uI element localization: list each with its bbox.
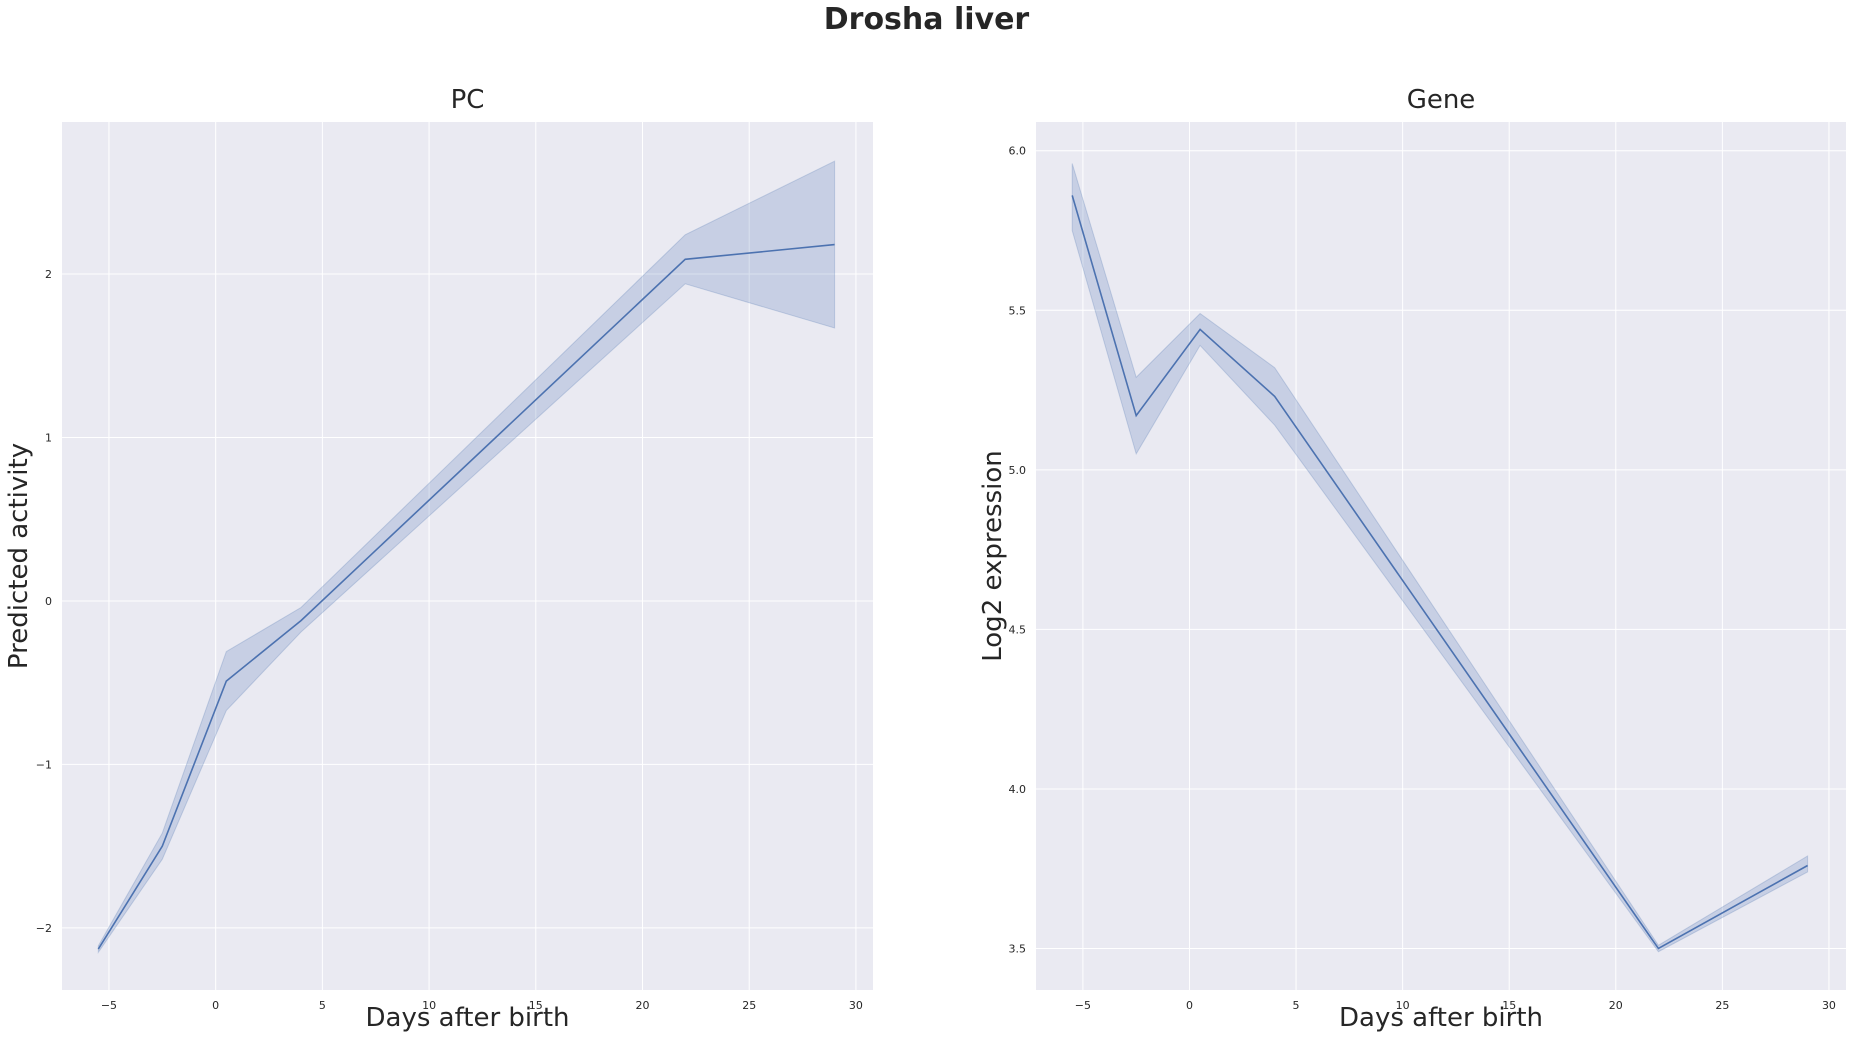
y-tick-label: 5.0 [1009,464,1027,477]
subplot-title: Gene [1407,85,1476,115]
x-tick-label: 10 [1396,999,1410,1012]
y-tick-label: 5.5 [1009,304,1027,317]
x-axis-label: Days after birth [1339,1003,1543,1033]
y-tick-label: 6.0 [1009,145,1027,158]
y-tick-label: 0 [45,595,52,608]
subplot-2: −5 0 5 10 15 20 25 30 3.5 4.0 4.5 5.0 5.5 6.0 Gene Days… [978,85,1846,1033]
y-tick-label: 4.5 [1009,623,1027,636]
x-tick-label: 15 [529,999,543,1012]
x-tick-label: 15 [1502,999,1516,1012]
x-tick-label: 25 [1715,999,1729,1012]
x-tick-label: 5 [319,999,326,1012]
x-tick-label: 30 [1822,999,1836,1012]
x-tick-label: 30 [849,999,863,1012]
y-tick-label: 4.0 [1009,783,1027,796]
subplot-title: PC [451,85,485,115]
y-axis-label: Predicted activity [4,443,34,669]
y-tick-label: 1 [45,431,52,444]
y-tick-label: 2 [45,268,52,281]
y-tick-label: 3.5 [1009,943,1027,956]
x-tick-label: 10 [422,999,436,1012]
plot-area [62,122,873,990]
subplot-1: −5 0 5 10 15 20 25 30 −2 −1 0 1 2 PC Days after birth P… [4,85,873,1033]
x-tick-label: 25 [742,999,756,1012]
figure-suptitle: Drosha liver [823,2,1030,37]
x-tick-label: 0 [212,999,219,1012]
y-tick-label: −1 [36,758,52,771]
x-tick-label: 0 [1186,999,1193,1012]
y-tick-label: −2 [36,922,52,935]
x-tick-label: 20 [636,999,650,1012]
x-tick-label: 20 [1609,999,1623,1012]
plot-area [1036,122,1846,990]
x-tick-label: −5 [1075,999,1091,1012]
confidence-band [97,160,836,955]
series-line [1071,195,1808,950]
series-line [97,243,835,950]
y-axis-label: Log2 expression [978,450,1008,662]
x-axis-label: Days after birth [365,1003,569,1033]
x-tick-label: −5 [101,999,117,1012]
confidence-band [1071,163,1809,953]
x-tick-label: 5 [1293,999,1300,1012]
